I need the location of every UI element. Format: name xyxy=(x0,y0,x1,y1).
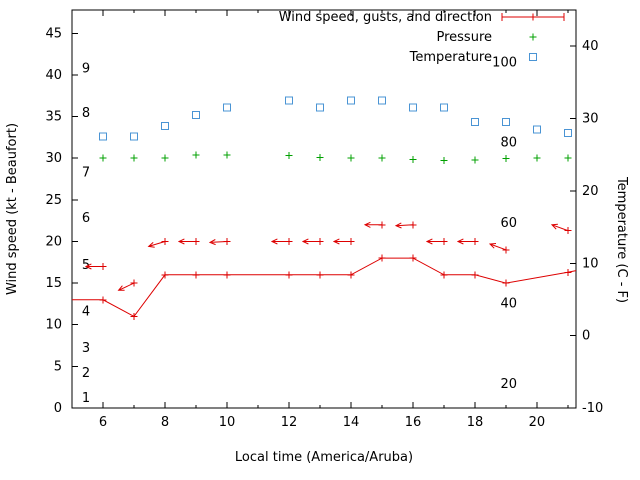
y-left-tick-label: 20 xyxy=(45,235,62,250)
y-left-tick-label: 30 xyxy=(45,151,62,166)
x-axis-label: Local time (America/Aruba) xyxy=(235,450,413,465)
beaufort-scale-label: 9 xyxy=(82,61,90,76)
fahrenheit-scale-label: 60 xyxy=(500,216,517,231)
fahrenheit-scale-label: 20 xyxy=(500,377,517,392)
legend-label-temperature: Temperature xyxy=(409,50,492,65)
beaufort-scale-label: 1 xyxy=(82,391,90,406)
beaufort-scale-label: 4 xyxy=(82,304,90,319)
y-right-tick-label: 10 xyxy=(582,256,599,271)
series-pressure xyxy=(99,151,572,165)
chart-geometry: 6 8 10 12 14 16 18 20051015202530354045-1001020… xyxy=(45,9,603,430)
x-tick-label: 12 xyxy=(281,415,298,430)
y-left-tick-label: 45 xyxy=(45,26,62,41)
y-left-tick-label: 5 xyxy=(54,359,62,374)
y-left-axis-label: Wind speed (kt - Beaufort) xyxy=(5,123,20,295)
plot-border xyxy=(71,9,577,409)
x-tick-label: 16 xyxy=(405,415,422,430)
x-tick-label: 14 xyxy=(343,415,360,430)
y-left-tick-label: 0 xyxy=(54,401,62,416)
beaufort-scale-label: 5 xyxy=(82,258,90,273)
y-right-tick-label: 0 xyxy=(582,329,590,344)
legend-sample-0 xyxy=(501,13,565,21)
series-temperature xyxy=(99,96,572,141)
series-wind-speed xyxy=(72,254,577,320)
x-tick-label: 6 xyxy=(99,415,107,430)
x-tick-label: 8 xyxy=(161,415,169,430)
y-left-tick-label: 15 xyxy=(45,276,62,291)
y-right-tick-label: 20 xyxy=(582,184,599,199)
x-tick-label: 20 xyxy=(529,415,546,430)
y-right-axis-label: Temperature (C - F) xyxy=(614,176,629,303)
fahrenheit-scale-label: 80 xyxy=(500,136,517,151)
x-tick-label: 18 xyxy=(467,415,484,430)
y-right-tick-label: -10 xyxy=(582,401,603,416)
fahrenheit-scale-label: 40 xyxy=(500,297,517,312)
legend-label-wind: Wind speed, gusts, and direction xyxy=(279,10,492,25)
y-left-tick-label: 10 xyxy=(45,318,62,333)
x-tick-label: 10 xyxy=(219,415,236,430)
beaufort-scale-label: 6 xyxy=(82,211,90,226)
y-left-tick-label: 25 xyxy=(45,193,62,208)
y-right-tick-label: 40 xyxy=(582,39,599,54)
fahrenheit-scale-label: 100 xyxy=(492,55,517,70)
y-left-tick-label: 35 xyxy=(45,110,62,125)
series-wind-gusts-and-direction xyxy=(84,221,572,291)
legend-label-pressure: Pressure xyxy=(436,30,492,45)
y-left-tick-label: 40 xyxy=(45,68,62,83)
legend-sample-2 xyxy=(529,53,537,61)
beaufort-scale-label: 7 xyxy=(82,165,90,180)
y-right-tick-label: 30 xyxy=(582,112,599,127)
beaufort-scale-label: 2 xyxy=(82,366,90,381)
beaufort-scale-label: 8 xyxy=(82,106,90,121)
beaufort-scale-label: 3 xyxy=(82,341,90,356)
legend-sample-1 xyxy=(529,33,537,41)
